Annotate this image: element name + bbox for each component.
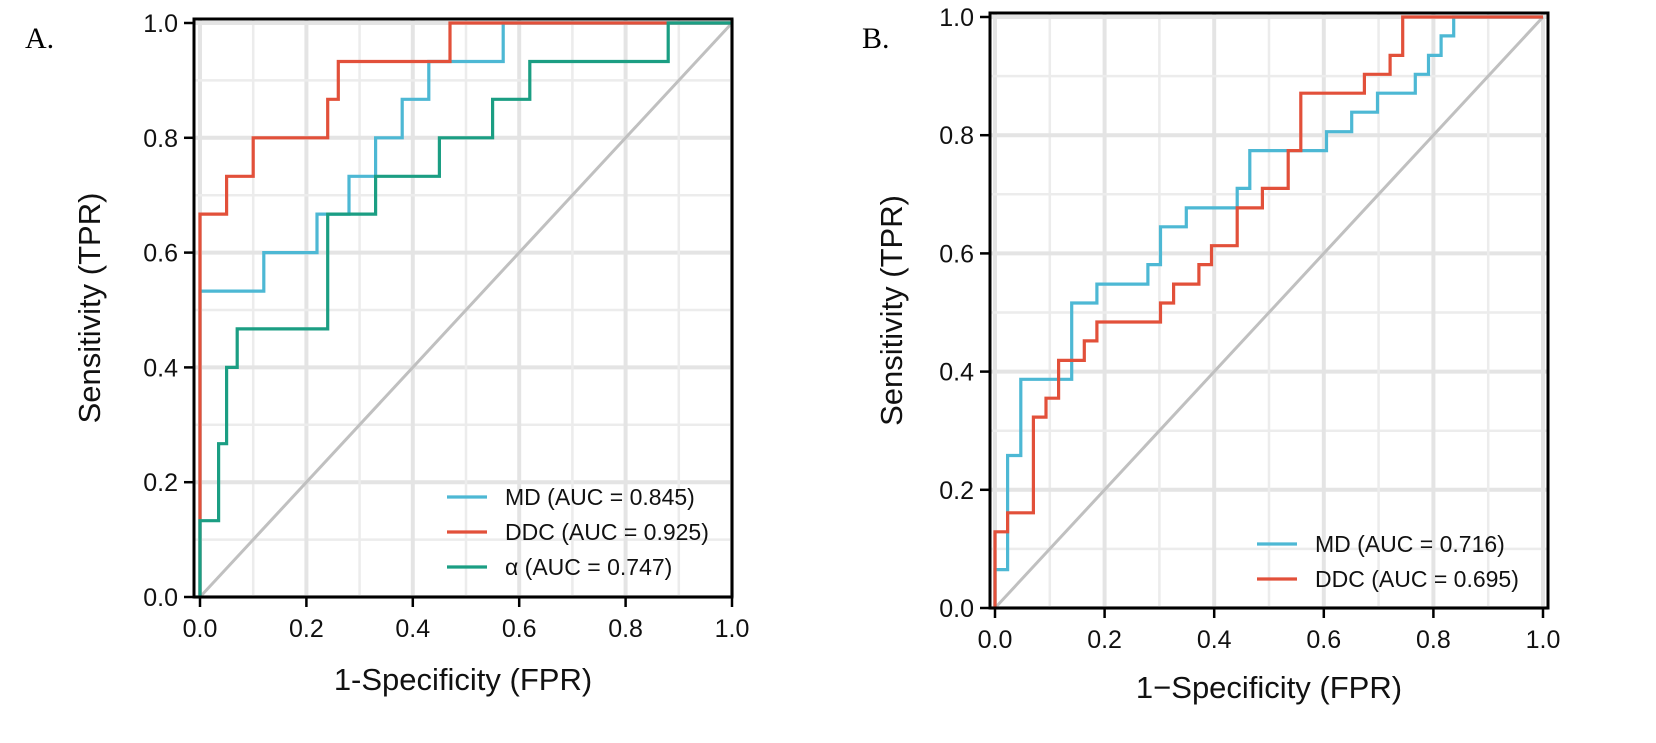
panel-a-x-tick-label: 0.2	[289, 615, 324, 643]
panel-b-ticks: 0.0 0.2 0.4 0.6 0.8 1.0 0.0 0.2 0.4 0.6 0.8 1.0	[939, 4, 1560, 654]
panel-b: B. 0.0 0.2 0.4 0.6 0.8 1.00.00.20.40.60.81.0 …	[862, 4, 1560, 705]
panel-b-y-tick-label: 0.4	[939, 359, 974, 387]
panel-b-y-tick-label: 1.0	[939, 4, 974, 32]
panel-a-chance-diagonal	[198, 21, 734, 599]
panel-b-chance-diagonal	[993, 15, 1545, 610]
panel-b-x-tick-label: 1.0	[1526, 626, 1561, 654]
panel-a-y-axis-title: Sensitivity (TPR)	[72, 193, 107, 424]
panel-b-legend-label-2: DDC (AUC = 0.695)	[1315, 566, 1519, 592]
panel-b-series	[993, 15, 1543, 608]
panel-a-y-tick-label: 0.8	[143, 125, 178, 153]
panel-a-series	[198, 21, 732, 597]
panel-b-roc-curve-2	[993, 15, 1543, 608]
panel-b-legend: MD (AUC = 0.716) DDC (AUC = 0.695)	[1257, 531, 1519, 592]
panel-a-legend-label-2: DDC (AUC = 0.925)	[505, 519, 709, 545]
panel-b-y-tick-label: 0.6	[939, 240, 974, 268]
panel-a-y-tick-label: 1.0	[143, 10, 178, 38]
panel-b-x-tick-label: 0.6	[1306, 626, 1341, 654]
panel-a-y-tick-label: 0.4	[143, 354, 178, 382]
panel-b-grid	[990, 13, 1548, 610]
panel-b-legend-label-1: MD (AUC = 0.716)	[1315, 531, 1505, 557]
panel-a-roc-curve-1	[198, 21, 732, 597]
panel-a-legend-label-3: α (AUC = 0.747)	[505, 554, 672, 580]
panel-b-x-axis-title: 1−Specificity (FPR)	[1136, 670, 1402, 705]
panel-b-x-tick-label: 0.2	[1087, 626, 1122, 654]
panel-a-y-tick-label: 0.0	[143, 584, 178, 612]
panel-b-x-tick-label: 0.8	[1416, 626, 1451, 654]
panel-a-x-tick-label: 0.8	[608, 615, 643, 643]
panel-b-label: B.	[862, 22, 890, 55]
panel-a-label: A.	[25, 22, 54, 55]
panel-a-ticks: 0.0 0.2 0.4 0.6 0.8 1.0 0.0 0.2 0.4 0.6 0.8 1.0	[143, 10, 749, 643]
panel-b-y-tick-label: 0.8	[939, 122, 974, 150]
panel-a-x-axis-title: 1-Specificity (FPR)	[334, 662, 592, 697]
panel-a: A. 0.0 0.2 0.4 0.6 0.8 1.00.00.20.40.60.81.0 …	[25, 10, 749, 697]
panel-a-x-tick-label: 0.4	[395, 615, 430, 643]
panel-a-y-tick-label: 0.6	[143, 240, 178, 268]
panel-b-x-tick-label: 0.4	[1197, 626, 1232, 654]
panel-a-grid	[194, 19, 734, 599]
panel-a-x-tick-label: 1.0	[715, 615, 750, 643]
panel-a-y-tick-label: 0.2	[143, 469, 178, 497]
panel-a-x-tick-label: 0.6	[502, 615, 537, 643]
panel-a-roc-curve-2	[198, 21, 732, 597]
panel-b-plot-frame	[988, 11, 1550, 610]
panel-b-y-axis-title: Sensitivity (TPR)	[874, 195, 909, 426]
panel-a-legend: MD (AUC = 0.845) DDC (AUC = 0.925) α (AUC …	[447, 484, 709, 580]
panel-a-roc-curve-3	[198, 21, 732, 597]
panel-b-y-tick-label: 0.0	[939, 595, 974, 623]
panel-b-x-tick-label: 0.0	[978, 626, 1013, 654]
panel-b-roc-curve-1	[993, 15, 1543, 608]
panel-a-legend-label-1: MD (AUC = 0.845)	[505, 484, 695, 510]
panel-b-y-tick-label: 0.2	[939, 477, 974, 505]
panel-a-x-tick-label: 0.0	[183, 615, 218, 643]
panel-a-plot-frame	[192, 17, 734, 599]
